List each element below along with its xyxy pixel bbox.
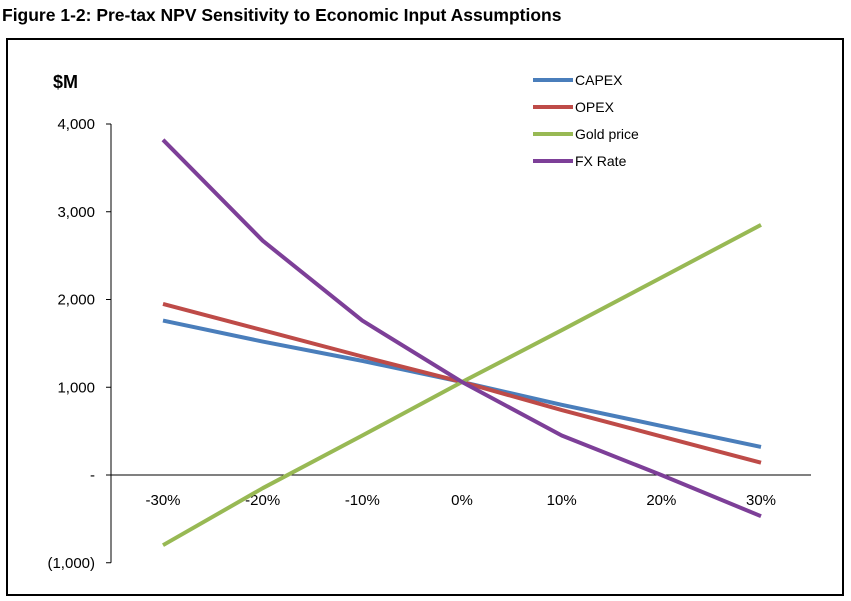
y-tick-label: 4,000 (57, 116, 95, 133)
y-tick-label: - (90, 467, 95, 484)
series-lines (161, 138, 762, 547)
legend-label-gold-price: Gold price (575, 126, 639, 142)
figure-title: Figure 1-2: Pre-tax NPV Sensitivity to E… (2, 5, 562, 25)
legend-label-capex: CAPEX (575, 72, 623, 88)
x-tick-label: 20% (646, 492, 676, 509)
legend-label-opex: OPEX (575, 99, 615, 115)
x-tick-label: -30% (145, 492, 180, 509)
x-tick-label: -10% (345, 492, 380, 509)
legend-label-fx-rate: FX Rate (575, 153, 627, 169)
x-tick-label: 0% (451, 492, 473, 509)
y-tick-label: 2,000 (57, 292, 95, 309)
y-tick-label: 1,000 (57, 379, 95, 396)
y-tick-label: (1,000) (47, 555, 95, 572)
y-axis-unit-label: $M (53, 72, 78, 92)
legend: CAPEX OPEX Gold price FX Rate (533, 72, 639, 169)
y-tick-label: 3,000 (57, 204, 95, 221)
x-tick-label: 10% (547, 492, 577, 509)
series-line-fx-rate (161, 138, 762, 519)
npv-sensitivity-chart: (1,000) - 1,000 2,000 3,000 4,000 -30% -20% -10%… (47, 72, 811, 572)
x-tick-label: -20% (245, 492, 280, 509)
chart-frame: (1,000) - 1,000 2,000 3,000 4,000 -30% -20% -10%… (6, 38, 844, 596)
x-tick-label: 30% (746, 492, 776, 509)
axes: (1,000) - 1,000 2,000 3,000 4,000 -30% -20% -10%… (47, 72, 811, 572)
